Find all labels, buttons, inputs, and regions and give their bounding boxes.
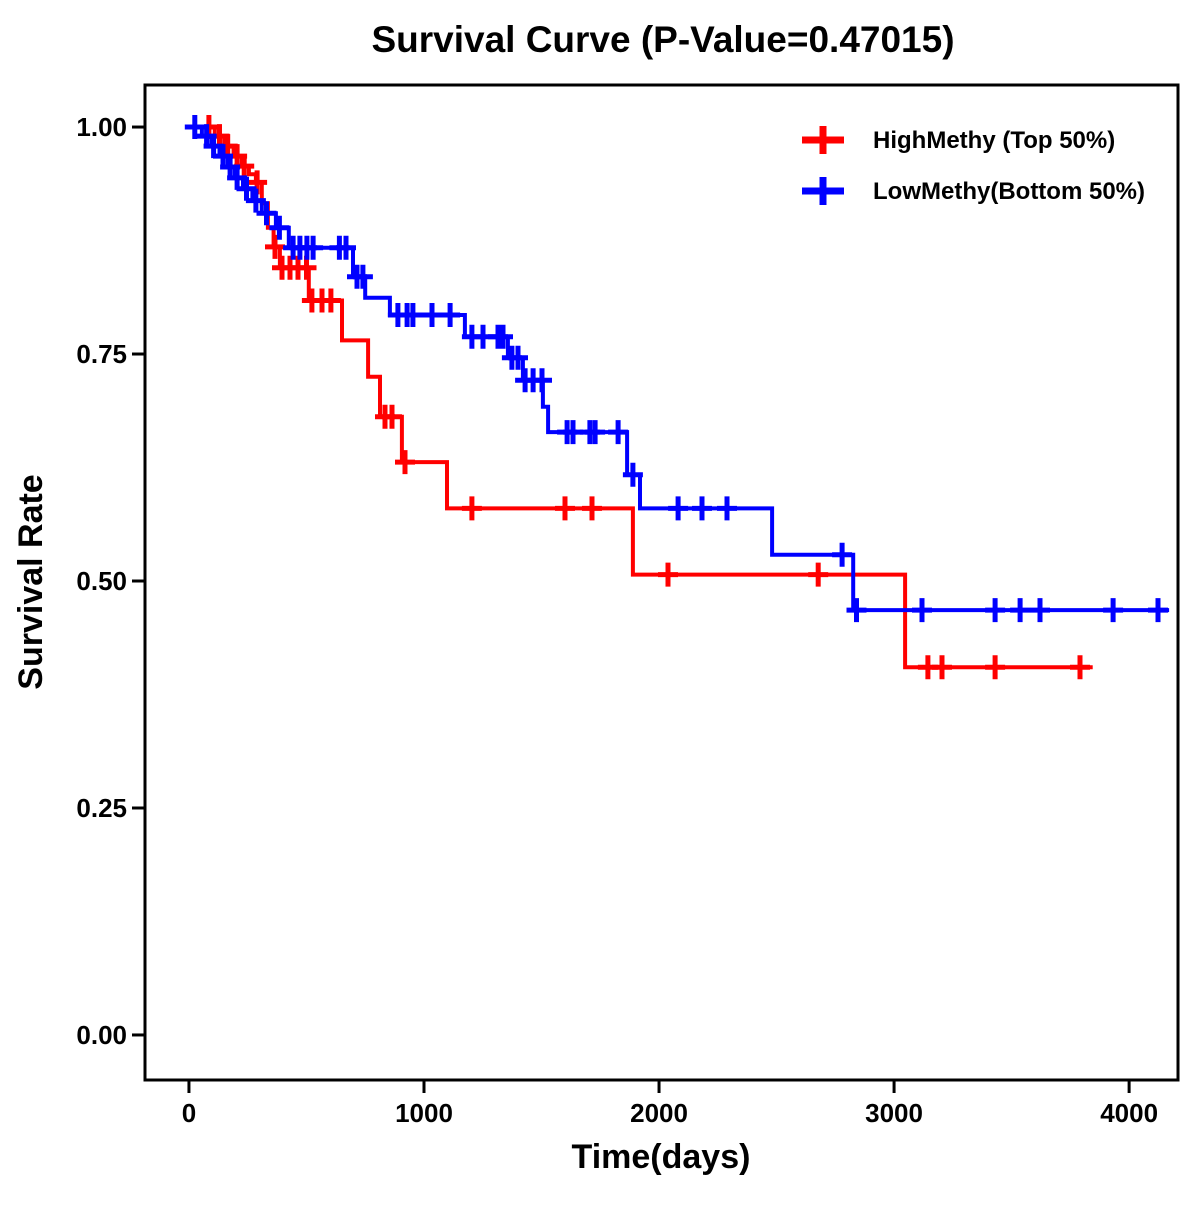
chart-title: Survival Curve (P-Value=0.47015) xyxy=(371,19,954,60)
censor-mark xyxy=(846,598,867,623)
censor-mark xyxy=(1030,598,1050,623)
censor-mark xyxy=(912,598,932,623)
censor-mark xyxy=(402,303,423,327)
censor-mark xyxy=(622,462,643,487)
censor-mark xyxy=(1148,598,1168,623)
censor-mark xyxy=(422,303,442,327)
x-axis-tick-label: 2000 xyxy=(630,1098,688,1128)
censor-mark xyxy=(658,562,678,587)
x-axis-tick-label: 0 xyxy=(182,1098,196,1128)
y-axis-tick-label: 1.00 xyxy=(76,112,127,142)
censor-mark xyxy=(1070,655,1090,680)
legend-item-highmethy: HighMethy (Top 50%) xyxy=(802,126,1115,154)
x-axis-tick-label: 3000 xyxy=(865,1098,923,1128)
censor-mark xyxy=(303,235,324,260)
censor-mark xyxy=(265,234,285,259)
censor-mark xyxy=(382,404,402,429)
censor-mark xyxy=(493,324,513,349)
censor-mark xyxy=(440,303,461,327)
survival-curve-highmethy-top-50 xyxy=(189,125,1093,670)
y-axis-label: Survival Rate xyxy=(12,474,50,689)
censor-mark xyxy=(832,542,853,567)
censor-mark xyxy=(668,496,689,521)
x-axis-tick-label: 1000 xyxy=(395,1098,453,1128)
censor-mark xyxy=(985,598,1006,623)
censor-marks-lowmethy-bottom-50 xyxy=(184,115,1168,623)
legend: HighMethy (Top 50%) LowMethy(Bottom 50%) xyxy=(802,126,1145,205)
censor-mark xyxy=(1103,598,1124,623)
censor-mark xyxy=(585,420,606,445)
censor-mark xyxy=(985,655,1006,680)
highmethy-plus-icon xyxy=(802,126,844,154)
censor-mark xyxy=(582,496,602,521)
plot-panel-border xyxy=(143,83,1180,1082)
axes-layer: 0 1000 2000 3000 4000 0.00 0.25 0.50 0.75 1.00 xyxy=(76,112,1158,1128)
censor-mark xyxy=(236,176,257,201)
censor-mark xyxy=(395,450,415,475)
censor-mark xyxy=(352,264,373,289)
y-axis-tick-label: 0.25 xyxy=(76,793,127,823)
censor-mark xyxy=(269,215,290,240)
censor-mark xyxy=(227,165,248,190)
legend-label-highmethy: HighMethy (Top 50%) xyxy=(873,127,1115,154)
censor-mark xyxy=(256,201,277,226)
x-axis-label: Time(days) xyxy=(572,1138,751,1176)
censor-mark xyxy=(717,496,737,521)
censor-mark xyxy=(808,562,829,587)
censor-mark xyxy=(184,115,205,139)
censor-mark xyxy=(245,188,266,213)
censor-mark xyxy=(932,655,952,680)
censor-mark xyxy=(336,235,356,260)
censor-mark xyxy=(320,288,341,313)
curves-layer xyxy=(184,115,1170,680)
y-axis-tick-label: 0.75 xyxy=(76,339,127,369)
censor-mark xyxy=(532,368,552,393)
censor-mark xyxy=(1010,598,1031,623)
censor-mark xyxy=(508,345,528,370)
legend-item-lowmethy: LowMethy(Bottom 50%) xyxy=(802,177,1145,205)
censor-mark xyxy=(608,420,629,445)
legend-label-lowmethy: LowMethy(Bottom 50%) xyxy=(873,178,1145,205)
censor-mark xyxy=(692,496,712,521)
censor-marks-highmethy-top-50 xyxy=(198,115,1090,680)
censor-mark xyxy=(563,420,583,445)
lowmethy-plus-icon xyxy=(802,177,844,205)
y-axis-tick-label: 0.50 xyxy=(76,566,127,596)
censor-mark xyxy=(555,496,575,521)
x-axis-tick-label: 4000 xyxy=(1100,1098,1158,1128)
y-axis-tick-label: 0.00 xyxy=(76,1020,127,1050)
censor-mark xyxy=(461,496,482,521)
